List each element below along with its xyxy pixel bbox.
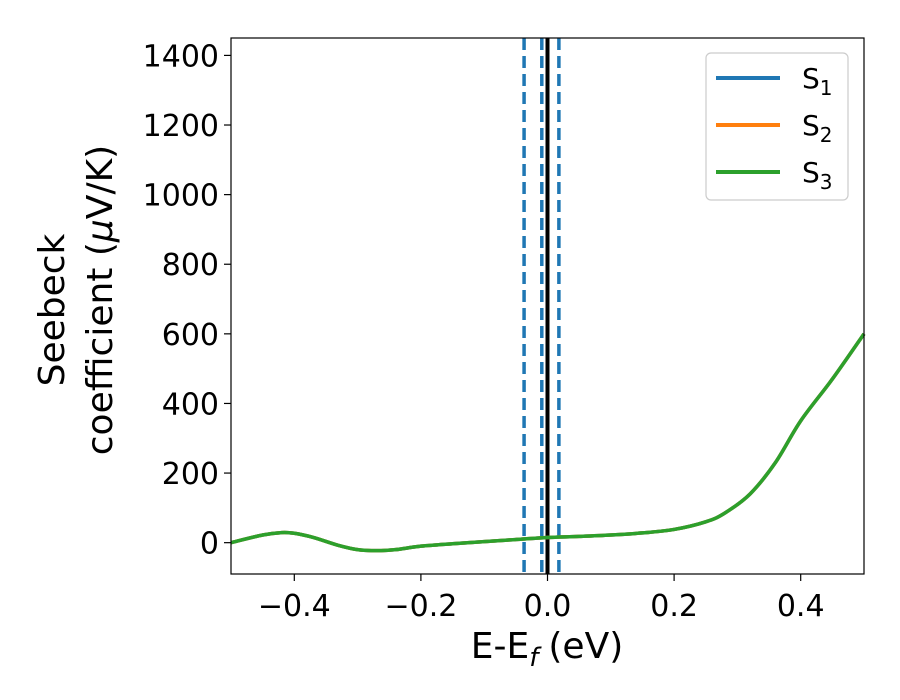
legend: S1 S2 S3	[705, 52, 849, 201]
legend-label-s3: S3	[802, 156, 833, 194]
x-tick-label: 0.4	[777, 589, 825, 624]
legend-label-s1: S1	[802, 62, 833, 100]
vertical-lines	[522, 38, 561, 574]
y-tick-label: 1400	[143, 39, 219, 74]
x-axis-label: E-Ef (eV)	[471, 626, 624, 673]
y-tick-label: 0	[200, 527, 219, 562]
y-tick-label: 400	[162, 387, 219, 422]
y-tick-label: 1200	[143, 109, 219, 144]
legend-label-s2: S2	[802, 109, 833, 147]
series-line-s3	[230, 332, 866, 553]
y-axis-label-line2: coefficient (μV/K)	[80, 145, 121, 455]
y-tick-label: 600	[162, 318, 219, 353]
y-axis-ticks: 0 200 400 600 800 1000 1200 1400	[143, 39, 231, 562]
x-tick-label: 0.0	[524, 589, 572, 624]
y-axis-label-line1: Seebeck	[32, 233, 73, 386]
legend-items: S1 S2 S3	[716, 62, 833, 194]
x-axis-ticks: −0.4 −0.2 0.0 0.2 0.4	[258, 574, 825, 624]
y-tick-label: 800	[162, 248, 219, 283]
y-tick-label: 200	[162, 457, 219, 492]
series-lines	[230, 332, 866, 553]
x-tick-label: 0.2	[650, 589, 698, 624]
x-tick-label: −0.2	[384, 589, 457, 624]
x-tick-label: −0.4	[258, 589, 331, 624]
y-tick-label: 1000	[143, 179, 219, 214]
